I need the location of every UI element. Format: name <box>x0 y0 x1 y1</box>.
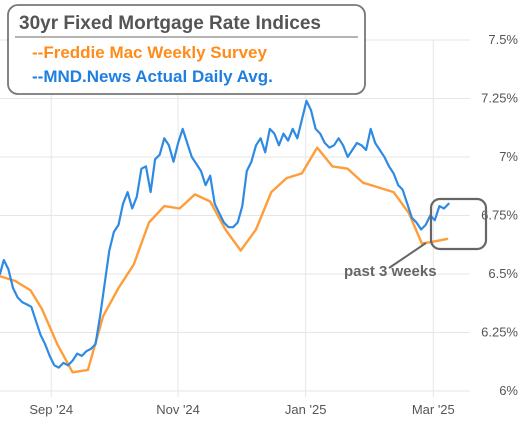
y-tick-label: 6.75% <box>481 208 518 223</box>
legend: 30yr Fixed Mortgage Rate Indices --Fredd… <box>7 4 366 95</box>
grid-lines <box>0 39 470 397</box>
series-lines <box>0 99 450 374</box>
legend-box <box>7 4 366 95</box>
x-tick-label: Mar '25 <box>412 402 455 417</box>
y-tick-label: 6% <box>499 383 518 398</box>
y-axis-ticks: 7.5% 7.25% 7% 6.75% 6.5% 6.25% 6% <box>481 32 518 398</box>
x-tick-label: Nov '24 <box>156 402 200 417</box>
y-tick-label: 6.5% <box>488 266 518 281</box>
series-line-mnd-news <box>0 99 450 369</box>
annotation-past-3-weeks: past 3 weeks <box>344 263 437 280</box>
y-tick-label: 7.5% <box>488 32 518 47</box>
legend-mnd-news: --MND.News Actual Daily Avg. <box>32 67 273 86</box>
x-tick-label: Sep '24 <box>29 402 73 417</box>
x-tick-label: Jan '25 <box>285 402 327 417</box>
y-tick-label: 7% <box>499 149 518 164</box>
legend-freddie-mac: --Freddie Mac Weekly Survey <box>32 43 267 62</box>
annotation-pointer <box>388 242 427 269</box>
y-tick-label: 7.25% <box>481 91 518 106</box>
x-axis-ticks: Sep '24 Nov '24 Jan '25 Mar '25 <box>29 402 454 417</box>
highlight-box <box>429 197 488 251</box>
y-tick-label: 6.25% <box>481 325 518 340</box>
series-line-freddie-mac <box>0 146 449 374</box>
chart-title: 30yr Fixed Mortgage Rate Indices <box>19 13 321 34</box>
